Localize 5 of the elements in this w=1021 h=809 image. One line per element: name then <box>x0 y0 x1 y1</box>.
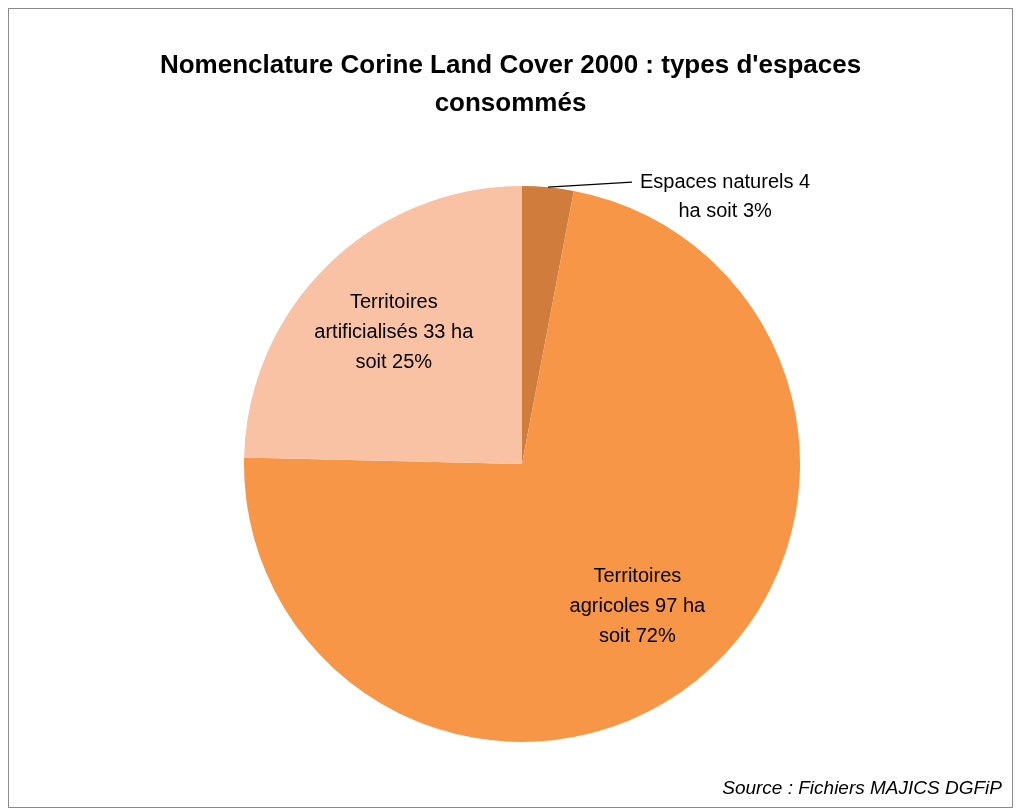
chart-title: Nomenclature Corine Land Cover 2000 : types d'espaces consommés <box>158 48 863 119</box>
slice-label: Espaces naturels 4 ha soit 3% <box>640 169 811 221</box>
slice-label: Territoires agricoles 97 ha soit 72% <box>569 564 707 647</box>
slice-label: Territoires artificialisés 33 ha soit 25% <box>314 290 475 373</box>
source-note: Source : Fichiers MAJICS DGFiP <box>722 777 1002 799</box>
